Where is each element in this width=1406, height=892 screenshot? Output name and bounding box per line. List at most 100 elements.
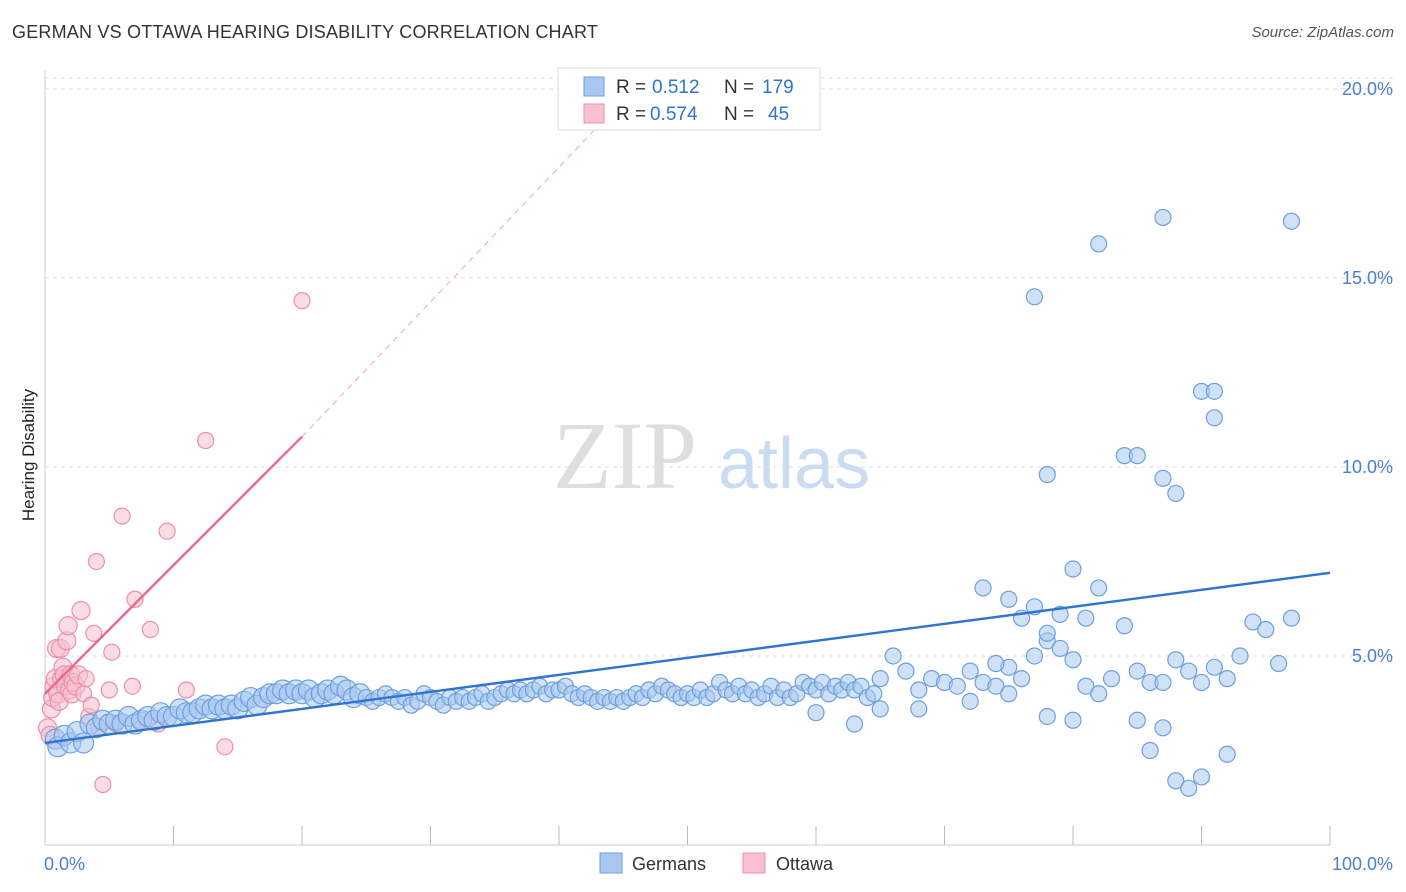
german-point <box>1154 673 1172 692</box>
german-point <box>1269 654 1288 673</box>
ottawa-point <box>113 507 131 525</box>
german-point <box>1102 670 1121 688</box>
x-tick-labels: 0.0% 100.0% <box>44 854 1393 874</box>
trend-lines <box>44 126 1331 745</box>
german-point <box>807 704 825 722</box>
chart-title: GERMAN VS OTTAWA HEARING DISABILITY CORR… <box>12 22 599 42</box>
german-point <box>897 662 915 680</box>
ottawa-point <box>82 696 100 714</box>
legend-germans-label: Germans <box>632 854 706 874</box>
watermark-atlas: atlas <box>718 424 870 504</box>
germans-legend-swatch <box>583 76 605 97</box>
german-point <box>910 681 928 699</box>
ottawa-point <box>85 624 103 642</box>
watermark-zip: ZIP <box>553 402 697 509</box>
legend-germans-swatch <box>599 852 623 874</box>
german-point <box>961 662 979 680</box>
germans-series <box>44 208 1301 797</box>
german-point <box>1192 768 1211 786</box>
german-point <box>1257 620 1275 639</box>
german-point <box>1051 639 1069 658</box>
german-point <box>1180 662 1198 680</box>
ottawa-point <box>71 601 91 621</box>
source-label: Source: ZipAtlas.com <box>1251 24 1394 41</box>
german-point <box>1128 447 1146 465</box>
germans-r-label: R = <box>616 77 646 98</box>
ottawa-point <box>216 738 234 756</box>
german-point <box>1154 719 1172 737</box>
y-tick-label: 5.0% <box>1352 646 1393 666</box>
german-point <box>1205 658 1223 676</box>
german-point <box>1115 617 1134 635</box>
ottawa-legend-swatch <box>583 103 605 124</box>
german-point <box>987 654 1005 673</box>
ottawa-r-value: 0.574 <box>650 104 698 125</box>
legend-ottawa-swatch <box>742 852 766 874</box>
german-point <box>1038 707 1056 726</box>
german-point <box>1141 741 1159 760</box>
german-point <box>1244 613 1262 631</box>
ottawa-trend-extension <box>301 126 598 438</box>
germans-n-value: 179 <box>762 77 794 98</box>
germans-trend-line <box>44 571 1331 745</box>
german-point <box>1282 212 1301 230</box>
ottawa-point <box>58 616 78 636</box>
german-point <box>1167 484 1185 503</box>
x-tick-label: 100.0% <box>1332 854 1393 874</box>
german-point <box>1090 685 1108 703</box>
ottawa-point <box>141 620 159 639</box>
ottawa-point <box>87 552 106 571</box>
german-point <box>961 692 979 710</box>
ottawa-point <box>123 677 141 695</box>
y-axis-title: Hearing Disability <box>19 388 38 521</box>
ottawa-point <box>100 681 118 699</box>
german-point <box>865 685 883 703</box>
germans-n-label: N = <box>724 77 754 98</box>
german-point <box>1064 651 1082 669</box>
german-point <box>1025 647 1044 665</box>
german-point <box>1205 409 1223 427</box>
legend-ottawa-label: Ottawa <box>776 854 834 874</box>
ottawa-point <box>94 775 112 794</box>
german-point <box>845 715 864 733</box>
german-point <box>1012 670 1031 688</box>
ottawa-point <box>103 643 121 661</box>
german-point <box>1025 288 1044 306</box>
german-point <box>1128 662 1146 680</box>
german-point <box>1000 685 1018 703</box>
ottawa-point <box>197 431 215 450</box>
y-tick-label: 20.0% <box>1342 79 1393 99</box>
german-point <box>871 700 889 718</box>
german-point <box>1154 469 1172 487</box>
german-point <box>1038 465 1056 484</box>
ottawa-point <box>77 670 95 688</box>
german-point <box>1192 673 1211 692</box>
german-point <box>884 647 902 665</box>
ottawa-n-label: N = <box>724 104 754 125</box>
ottawa-n-value: 45 <box>768 104 789 125</box>
grid <box>45 77 1395 657</box>
german-point <box>974 579 992 597</box>
german-point <box>1231 647 1249 665</box>
german-point <box>1090 579 1108 597</box>
german-point <box>987 677 1005 695</box>
ottawa-point <box>126 590 144 608</box>
german-point <box>1064 711 1082 729</box>
german-point <box>871 670 889 688</box>
y-tick-labels: 5.0% 10.0% 15.0% 20.0% <box>1342 79 1393 666</box>
german-point <box>1128 711 1146 729</box>
german-point <box>910 700 928 718</box>
series-legend: Germans Ottawa <box>599 852 834 874</box>
german-point <box>1167 651 1185 669</box>
german-point <box>1282 609 1301 627</box>
german-point <box>1077 677 1095 695</box>
ottawa-point <box>158 522 176 540</box>
german-point <box>1218 670 1236 688</box>
x-tick-label: 0.0% <box>44 854 85 874</box>
german-point <box>1154 208 1172 227</box>
german-point <box>1167 772 1185 790</box>
ottawa-point <box>293 292 311 310</box>
y-tick-label: 15.0% <box>1342 268 1393 288</box>
german-point <box>1000 590 1018 608</box>
